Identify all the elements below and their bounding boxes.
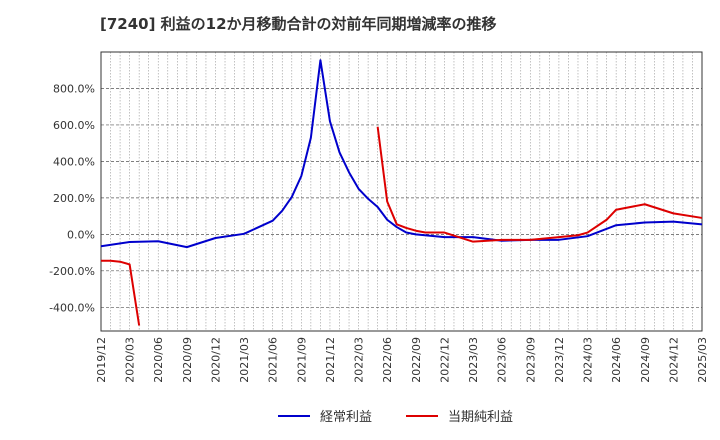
x-tick-label: 2021/06	[267, 337, 280, 383]
x-tick-label: 2024/09	[639, 337, 652, 383]
x-tick-label: 2023/12	[553, 337, 566, 383]
y-tick-label: 0.0%	[67, 228, 95, 241]
y-tick-label: -400.0%	[49, 301, 95, 314]
series-line-ordinary-profit	[100, 59, 703, 249]
x-tick-label: 2020/06	[152, 337, 165, 383]
x-tick-label: 2022/09	[410, 337, 423, 383]
x-tick-label: 2024/06	[610, 337, 623, 383]
x-tick-label: 2023/03	[467, 337, 480, 383]
x-tick-label: 2022/03	[353, 337, 366, 383]
x-tick-label: 2021/09	[295, 337, 308, 383]
x-tick-label: 2025/03	[696, 337, 709, 383]
series-line-net-income	[101, 259, 141, 326]
x-tick-label: 2024/12	[667, 337, 680, 383]
axes: -400.0% -200.0% 0.0% 200.0% 400.0% 600.0% 800.…	[49, 51, 709, 383]
legend-label-ordinary-profit: 経常利益	[320, 410, 372, 425]
x-tick-label: 2021/03	[238, 337, 251, 383]
y-tick-label: 400.0%	[53, 155, 95, 168]
x-tick-label: 2023/06	[496, 337, 509, 383]
y-tick-label: 200.0%	[53, 192, 95, 205]
x-tick-label: 2024/03	[582, 337, 595, 383]
x-tick-label: 2019/12	[95, 337, 108, 383]
x-tick-label: 2022/12	[438, 337, 451, 383]
grid	[101, 52, 702, 331]
y-tick-label: -200.0%	[49, 265, 95, 278]
legend: 経常利益 当期純利益	[278, 410, 513, 425]
chart-title: [7240] 利益の12か月移動合計の対前年同期増減率の推移	[100, 15, 497, 33]
x-tick-label: 2021/12	[324, 337, 337, 383]
series-lines	[100, 59, 703, 326]
legend-label-net-income: 当期純利益	[448, 410, 513, 425]
y-tick-label: 600.0%	[53, 119, 95, 132]
x-tick-label: 2020/03	[124, 337, 137, 383]
plot-frame	[100, 51, 703, 332]
series-line-net-income	[376, 126, 703, 243]
y-tick-label: 800.0%	[53, 82, 95, 95]
x-tick-label: 2020/12	[209, 337, 222, 383]
x-tick-label: 2022/06	[381, 337, 394, 383]
x-tick-label: 2020/09	[181, 337, 194, 383]
x-tick-label: 2023/09	[524, 337, 537, 383]
